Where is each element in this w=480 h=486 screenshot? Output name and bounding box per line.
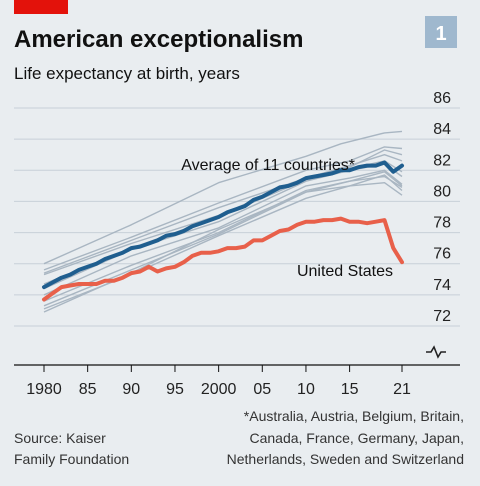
country-line: [43, 130, 403, 265]
country-line: [43, 171, 403, 302]
y-tick-label: 72: [433, 308, 451, 325]
x-tick-label: 90: [122, 381, 140, 398]
footnote-line-2: Canada, France, Germany, Japan,: [249, 430, 464, 446]
chart-subtitle: Life expectancy at birth, years: [14, 64, 240, 83]
y-tick-label: 86: [433, 90, 451, 107]
series-labels: Average of 11 countries* United States: [181, 157, 393, 280]
x-axis: 1980 85 90 95 2000 05 10 15 21: [14, 364, 460, 398]
y-tick-label: 74: [433, 277, 451, 294]
country-line: [43, 175, 403, 313]
x-tick-label: 15: [341, 381, 359, 398]
x-tick-label: 85: [79, 381, 97, 398]
x-tick-label: 10: [297, 381, 315, 398]
source-line-1: Source: Kaiser: [14, 430, 106, 446]
x-tick-label: 2000: [201, 381, 237, 398]
average-line: [42, 160, 404, 290]
y-tick-label: 84: [433, 121, 451, 138]
footnote-line-3: Netherlands, Sweden and Switzerland: [227, 451, 464, 467]
united-states-line: [42, 216, 404, 302]
x-tick-label: 95: [166, 381, 184, 398]
data-series: [42, 160, 404, 302]
united-states-label: United States: [297, 263, 393, 280]
gridlines: [14, 107, 460, 327]
source-line-2: Family Foundation: [14, 451, 129, 467]
chart-title: American exceptionalism: [14, 26, 303, 53]
axis-break-icon: [426, 345, 446, 359]
chart-number: 1: [435, 23, 446, 45]
footnote-line-1: *Australia, Austria, Belgium, Britain,: [244, 408, 464, 424]
y-tick-label: 76: [433, 246, 451, 263]
accent-bar: [14, 0, 68, 14]
x-tick-label: 21: [393, 381, 411, 398]
y-tick-label: 82: [433, 152, 451, 169]
y-tick-label: 80: [433, 183, 451, 200]
average-label: Average of 11 countries*: [181, 157, 355, 174]
country-line: [43, 146, 403, 271]
x-tick-label: 05: [253, 381, 271, 398]
chart-number-badge: [425, 16, 457, 48]
country-line: [43, 169, 403, 296]
y-axis-ticks: 72 74 76 78 80 82 84 86: [433, 90, 451, 325]
x-tick-label: 1980: [26, 381, 62, 398]
y-tick-label: 78: [433, 215, 451, 232]
